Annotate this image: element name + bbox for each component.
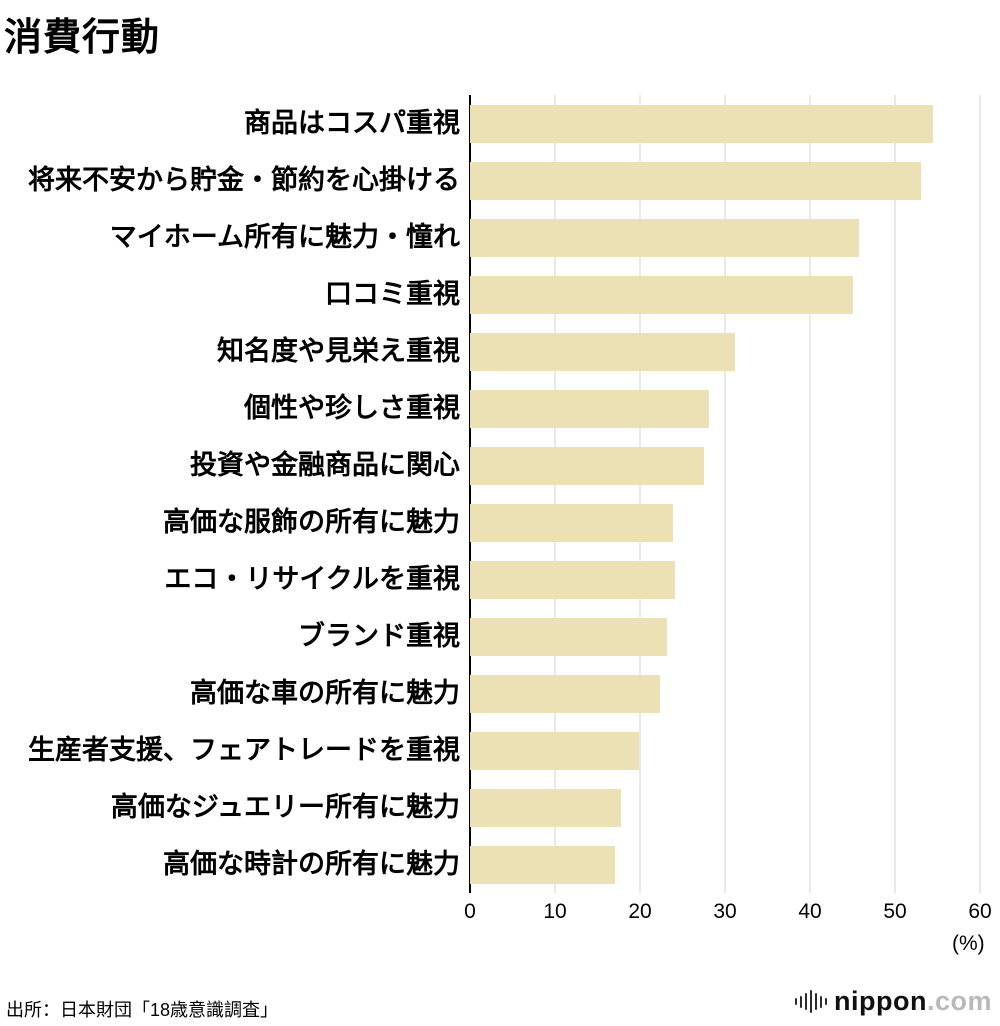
gridline — [894, 95, 896, 893]
bar-area — [470, 608, 1000, 665]
bar — [470, 617, 667, 656]
bar — [470, 731, 639, 770]
category-label: 高価な車の所有に魅力 — [190, 677, 460, 708]
bar-row: マイホーム所有に魅力・憧れ — [0, 209, 1000, 266]
bar-area — [470, 665, 1000, 722]
logo-bar — [814, 993, 817, 1010]
axis-unit-label: (%) — [952, 932, 985, 955]
bar — [470, 674, 660, 713]
x-tick-label: 20 — [628, 900, 652, 923]
equalizer-bars-icon — [794, 989, 827, 1015]
bar-row: エコ・リサイクルを重視 — [0, 551, 1000, 608]
gridline — [554, 95, 556, 893]
source-note: 出所：日本財団「18歳意識調査」 — [6, 1000, 279, 1020]
logo-bar — [804, 993, 807, 1010]
bar-row: 高価な車の所有に魅力 — [0, 665, 1000, 722]
bar-area — [470, 494, 1000, 551]
nippon-logo: nippon.com — [794, 986, 993, 1017]
bar-area — [470, 95, 1000, 152]
category-label: エコ・リサイクルを重視 — [164, 563, 460, 594]
category-label: 将来不安から貯金・節約を心掛ける — [28, 164, 460, 195]
category-label: 生産者支援、フェアトレードを重視 — [28, 734, 460, 765]
bar-row: 生産者支援、フェアトレードを重視 — [0, 722, 1000, 779]
bar-row: 将来不安から貯金・節約を心掛ける — [0, 152, 1000, 209]
bar-row: 知名度や見栄え重視 — [0, 323, 1000, 380]
category-label: 高価なジュエリー所有に魅力 — [110, 791, 460, 822]
bar-area — [470, 551, 1000, 608]
bar-row: 個性や珍しさ重視 — [0, 380, 1000, 437]
category-label: ブランド重視 — [298, 620, 460, 651]
plot-rows: 商品はコスパ重視将来不安から貯金・節約を心掛けるマイホーム所有に魅力・憧れ口コミ… — [0, 95, 1000, 893]
gridline — [809, 95, 811, 893]
category-label: 高価な服飾の所有に魅力 — [163, 506, 460, 537]
bar-area — [470, 380, 1000, 437]
bar — [470, 845, 615, 884]
bar — [470, 389, 709, 428]
category-label: 高価な時計の所有に魅力 — [163, 848, 460, 879]
bar-row: 商品はコスパ重視 — [0, 95, 1000, 152]
bar — [470, 503, 674, 542]
bar — [470, 275, 854, 314]
bar-area — [470, 266, 1000, 323]
bar-row: ブランド重視 — [0, 608, 1000, 665]
logo-bar — [824, 998, 827, 1005]
bar-area — [470, 779, 1000, 836]
bar-row: 高価な服飾の所有に魅力 — [0, 494, 1000, 551]
bar-area — [470, 209, 1000, 266]
category-label: 商品はコスパ重視 — [244, 107, 460, 138]
bar — [470, 332, 735, 371]
logo-bar — [794, 998, 797, 1005]
bar-area — [470, 437, 1000, 494]
logo-text-com: .com — [926, 986, 992, 1016]
gridline — [724, 95, 726, 893]
x-tick-label: 0 — [464, 900, 476, 923]
logo-text-nippon: nippon — [834, 986, 927, 1016]
bar — [470, 446, 705, 485]
bar-area — [470, 323, 1000, 380]
bar — [470, 104, 933, 143]
grid-layer — [469, 95, 981, 893]
gridline — [979, 95, 981, 893]
bar — [470, 560, 675, 599]
logo-bar — [819, 995, 822, 1008]
category-label: 投資や金融商品に関心 — [190, 449, 460, 480]
bar-row: 高価なジュエリー所有に魅力 — [0, 779, 1000, 836]
bar — [470, 788, 622, 827]
logo-text: nippon.com — [834, 986, 992, 1017]
category-label: 個性や珍しさ重視 — [244, 392, 460, 423]
bar-area — [470, 152, 1000, 209]
gridline — [639, 95, 641, 893]
bar — [470, 218, 859, 257]
bar-area — [470, 836, 1000, 893]
x-tick-label: 10 — [543, 900, 567, 923]
category-label: 知名度や見栄え重視 — [217, 335, 460, 366]
bar-chart: 商品はコスパ重視将来不安から貯金・節約を心掛けるマイホーム所有に魅力・憧れ口コミ… — [0, 95, 1000, 893]
bar-area — [470, 722, 1000, 779]
x-tick-label: 50 — [883, 900, 907, 923]
chart-title: 消費行動 — [4, 17, 161, 59]
x-tick-label: 40 — [798, 900, 822, 923]
x-axis-ticks: 0 10 20 30 40 50 60 — [464, 900, 992, 928]
logo-bar — [799, 995, 802, 1008]
bar — [470, 161, 921, 200]
y-axis-line — [469, 95, 471, 893]
bar-row: 投資や金融商品に関心 — [0, 437, 1000, 494]
category-label: 口コミ重視 — [325, 278, 460, 309]
category-label: マイホーム所有に魅力・憧れ — [109, 221, 460, 252]
x-tick-label: 60 — [968, 900, 992, 923]
x-tick-label: 30 — [713, 900, 737, 923]
logo-bar — [809, 990, 812, 1013]
bar-row: 高価な時計の所有に魅力 — [0, 836, 1000, 893]
bar-row: 口コミ重視 — [0, 266, 1000, 323]
